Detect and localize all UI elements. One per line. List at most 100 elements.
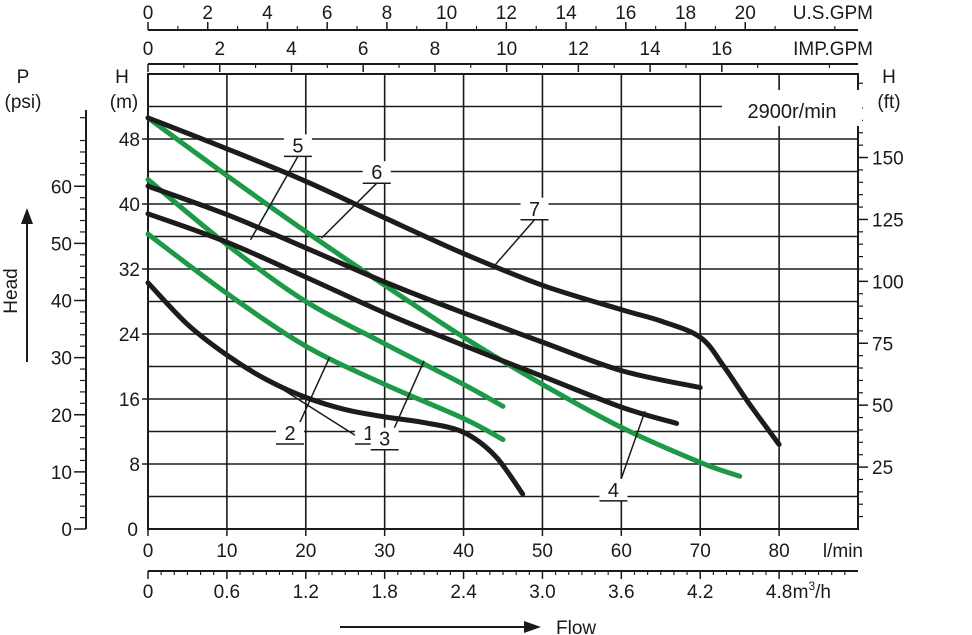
ft-tick-label: 150 [872, 149, 904, 170]
curve-1 [145, 280, 526, 497]
curve-label-leader-1 [242, 363, 370, 445]
curve-label-5: 5 [292, 135, 303, 157]
curve-label-4: 4 [608, 480, 619, 502]
curve-label-leader-6 [321, 182, 378, 239]
ft-tick-label: 25 [872, 458, 893, 479]
curve-label-group-5: 5 [249, 134, 312, 241]
curve-label-3: 3 [379, 429, 390, 451]
impgpm-tick-label: 4 [286, 39, 297, 60]
usgpm-tick-label: 18 [675, 3, 696, 24]
m3h-tick-label: 2.4 [450, 582, 477, 603]
m-axis-title-bottom: (m) [110, 92, 138, 113]
impgpm-tick-label: 0 [143, 39, 154, 60]
psi-axis-title-bottom: (psi) [5, 92, 42, 113]
m-tick-label: 8 [129, 455, 140, 476]
head-indicator: Head [1, 208, 33, 362]
m3h-tick-label: 1.2 [293, 582, 319, 603]
usgpm-tick-label: 2 [202, 3, 213, 24]
curve-6 [145, 183, 703, 391]
ft-tick-label: 75 [872, 334, 893, 355]
m-tick-label: 16 [119, 390, 140, 411]
curve-2 [145, 231, 506, 443]
ft-tick-label: 50 [872, 396, 893, 417]
curve-label-bg-6 [362, 161, 391, 184]
psi-tick-label: 40 [51, 292, 72, 313]
curve-label-group-4: 4 [599, 410, 646, 502]
curve-label-group-2: 2 [276, 357, 331, 445]
m3h-tick-label: 3.0 [529, 582, 555, 603]
lmin-tick-label: 20 [295, 541, 316, 562]
usgpm-unit-label: U.S.GPM [793, 3, 873, 24]
curve-labels-layer: 1 2 3 4 5 6 7 [242, 134, 646, 502]
m-tick-label: 40 [119, 195, 140, 216]
curve-label-1: 1 [363, 423, 374, 445]
impgpm-unit-label: IMP.GPM [793, 39, 873, 60]
curve-label-group-6: 6 [321, 161, 391, 239]
axes-layer: 8162432404800102030405060255075100125150… [51, 3, 904, 603]
lmin-tick-label: 60 [611, 541, 632, 562]
curve-label-bg-4 [599, 478, 628, 501]
lmin-tick-label: 50 [532, 541, 553, 562]
curve-label-2: 2 [284, 423, 295, 445]
curve-label-leader-5 [249, 156, 299, 241]
curve-3 [145, 177, 506, 409]
usgpm-tick-label: 8 [382, 3, 393, 24]
curve-label-leader-7 [494, 219, 536, 266]
usgpm-tick-label: 20 [735, 3, 756, 24]
head-label: Head [1, 268, 22, 313]
plot-frame [147, 73, 859, 530]
lmin-tick-label: 70 [690, 541, 711, 562]
lmin-tick-label: 0 [143, 541, 154, 562]
m-tick-label: 0 [127, 520, 138, 541]
psi-axis-title-top: P [17, 67, 30, 88]
curve-label-7: 7 [529, 199, 540, 221]
curve-label-bg-7 [520, 197, 549, 220]
m3h-unit-label: m3/h [793, 579, 831, 603]
usgpm-tick-label: 6 [322, 3, 333, 24]
psi-tick-label: 50 [51, 234, 72, 255]
speed-label-box: 2900r/min [722, 90, 862, 126]
curve-label-group-3: 3 [370, 360, 425, 451]
ft-axis-title-bottom: (ft) [877, 92, 900, 113]
m3h-tick-label: 4.8 [766, 582, 792, 603]
psi-tick-label: 30 [51, 349, 72, 370]
curve-label-bg-2 [276, 422, 304, 444]
m-tick-label: 24 [119, 325, 141, 346]
lmin-tick-label: 10 [216, 541, 237, 562]
plot-border [147, 73, 859, 530]
usgpm-tick-label: 14 [556, 3, 578, 24]
curve-label-group-7: 7 [494, 197, 549, 266]
usgpm-tick-label: 4 [262, 3, 273, 24]
usgpm-tick-label: 0 [143, 3, 154, 24]
m3h-tick-label: 0 [143, 582, 154, 603]
curve-7 [145, 115, 782, 447]
curve-label-bg-5 [283, 134, 312, 157]
lmin-tick-label: 40 [453, 541, 474, 562]
psi-tick-label: 0 [61, 520, 72, 541]
usgpm-tick-label: 16 [615, 3, 636, 24]
lmin-unit-label: l/min [823, 541, 863, 562]
plot-grid [148, 74, 858, 529]
flow-indicator: Flow [340, 618, 596, 635]
psi-tick-label: 60 [51, 177, 72, 198]
impgpm-tick-label: 2 [214, 39, 225, 60]
m-tick-label: 32 [119, 260, 140, 281]
psi-tick-label: 20 [51, 406, 72, 427]
usgpm-tick-label: 10 [436, 3, 457, 24]
speed-label: 2900r/min [748, 101, 837, 123]
curve-5 [145, 211, 680, 426]
psi-tick-label: 10 [51, 463, 72, 484]
curve-label-6: 6 [371, 162, 382, 184]
m3h-tick-label: 4.2 [687, 582, 713, 603]
impgpm-tick-label: 14 [640, 39, 662, 60]
curve-label-bg-3 [370, 427, 399, 450]
usgpm-tick-label: 12 [496, 3, 517, 24]
curve-4 [145, 115, 743, 479]
ft-tick-label: 125 [872, 210, 904, 231]
impgpm-tick-label: 8 [430, 39, 441, 60]
impgpm-tick-label: 10 [496, 39, 517, 60]
m3h-tick-label: 1.8 [371, 582, 397, 603]
ft-tick-label: 100 [872, 272, 904, 293]
lmin-tick-label: 30 [374, 541, 395, 562]
